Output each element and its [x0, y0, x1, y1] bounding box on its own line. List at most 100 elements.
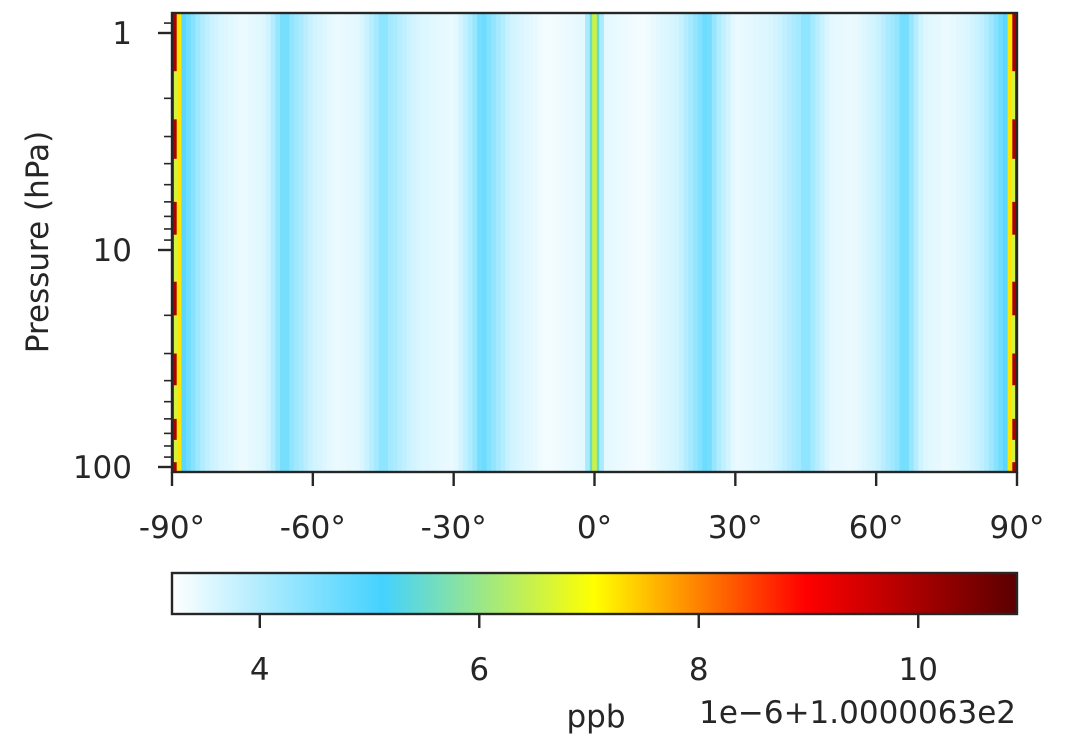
- heatmap-cell: [275, 13, 281, 472]
- heatmap-cell: [627, 13, 633, 472]
- heatmap-cell: [955, 13, 962, 472]
- north-pole-segment: [1011, 315, 1016, 354]
- heatmap-cell: [355, 13, 361, 472]
- heatmap-cell: [491, 13, 497, 472]
- x-tick-label: 90°: [990, 510, 1045, 546]
- north-pole-segment: [1011, 439, 1016, 463]
- x-tick-label: 30°: [708, 510, 763, 546]
- heatmap-cell: [697, 13, 703, 472]
- heatmap-cell: [993, 13, 999, 472]
- heatmap-cell: [744, 13, 750, 472]
- heatmap-cell: [510, 13, 516, 472]
- heatmap-cell: [740, 13, 746, 472]
- heatmap-cell: [1002, 13, 1009, 472]
- heatmap-cell: [233, 13, 239, 472]
- heatmap-cell: [965, 13, 971, 472]
- heatmap-cell: [378, 13, 384, 472]
- heatmap-cell: [909, 13, 915, 472]
- heatmap-cell: [373, 13, 379, 472]
- colorbar-tick-label: 8: [689, 652, 709, 688]
- heatmap-cell: [974, 13, 980, 472]
- heatmap-cell: [547, 13, 553, 472]
- heatmap-cell: [664, 13, 671, 472]
- heatmap-cell: [294, 13, 300, 472]
- heatmap-cell: [218, 13, 225, 472]
- heatmap-cell: [622, 13, 628, 472]
- heatmap-cell: [242, 13, 248, 472]
- heatmap-cell: [876, 13, 882, 472]
- heatmap-cell: [782, 13, 788, 472]
- heatmap-cell: [988, 13, 994, 472]
- heatmap-cell: [303, 13, 309, 472]
- heatmap-cell: [885, 13, 891, 472]
- heatmap-cell: [176, 13, 182, 472]
- heatmap-cell: [786, 13, 793, 472]
- heatmap-cell: [941, 13, 947, 472]
- heatmap-cell: [552, 13, 558, 472]
- heatmap-cell: [608, 13, 614, 472]
- heatmap-cell: [810, 13, 816, 472]
- x-axis: -90° -60° -30° 0° 30° 60° 90°: [139, 472, 1045, 546]
- heatmap-cell: [824, 13, 830, 472]
- north-pole-segment: [1011, 385, 1016, 419]
- heatmap-cell: [848, 13, 854, 472]
- heatmap-cell: [970, 13, 976, 472]
- heatmap-cell: [862, 13, 868, 472]
- heatmap-cell: [801, 13, 807, 472]
- heatmap-cell: [331, 13, 337, 472]
- heatmap-cell: [416, 13, 422, 472]
- heatmap-cell: [843, 13, 849, 472]
- heatmap-cell: [369, 13, 375, 472]
- heatmap-cell: [894, 13, 901, 472]
- heatmap-cell: [646, 13, 652, 472]
- heatmap-cell: [923, 13, 929, 472]
- heatmap-cell: [472, 13, 478, 472]
- heatmap-cell: [702, 13, 708, 472]
- heatmap-cell: [195, 13, 201, 472]
- heatmap-cell: [383, 13, 389, 472]
- heatmap-cell: [528, 13, 534, 472]
- heatmap-cell: [477, 13, 483, 472]
- heatmap-cell: [951, 13, 957, 472]
- heatmap-cell: [186, 13, 192, 472]
- heatmap-cell: [960, 13, 966, 472]
- heatmap-cell: [326, 13, 333, 472]
- heatmap-cell: [486, 13, 492, 472]
- heatmap-cell: [650, 13, 656, 472]
- heatmap-cell: [467, 13, 473, 472]
- heatmap-cell: [350, 13, 356, 472]
- heatmap-cell: [805, 13, 811, 472]
- heatmap-cell: [200, 13, 206, 472]
- heatmap-cell: [434, 13, 440, 472]
- heatmap-cell: [237, 13, 243, 472]
- heatmap-cell: [819, 13, 825, 472]
- heatmap-cell: [341, 13, 347, 472]
- heatmap-cell: [556, 13, 563, 472]
- heatmap-cell: [674, 13, 680, 472]
- heatmap-cell: [758, 13, 764, 472]
- heatmap-cell: [735, 13, 741, 472]
- heatmap-cell: [411, 13, 417, 472]
- heatmap-cell: [322, 13, 328, 472]
- heatmap-cell: [256, 13, 262, 472]
- heatmap-cell: [768, 13, 774, 472]
- heatmap-cell: [871, 13, 877, 472]
- colorbar-gradient: [172, 573, 1017, 614]
- heatmap-cell: [448, 13, 455, 472]
- heatmap-cell: [575, 13, 581, 472]
- heatmap-cell: [725, 13, 732, 472]
- heatmap-cell: [617, 13, 624, 472]
- pole-segments: [173, 13, 1016, 472]
- heatmap-cell: [852, 13, 858, 472]
- heatmap-cell: [599, 13, 605, 472]
- heatmap-cell: [181, 13, 187, 472]
- heatmap-cell: [463, 13, 469, 472]
- heatmap-cell: [514, 13, 520, 472]
- south-pole-segment: [173, 158, 178, 202]
- north-pole-segment: [1011, 234, 1016, 282]
- y-axis: 1 10 100: [73, 16, 172, 486]
- heatmap-cell: [359, 13, 365, 472]
- heatmap-cell: [730, 13, 736, 472]
- heatmap-cell: [632, 13, 638, 472]
- heatmap-cell: [458, 13, 464, 472]
